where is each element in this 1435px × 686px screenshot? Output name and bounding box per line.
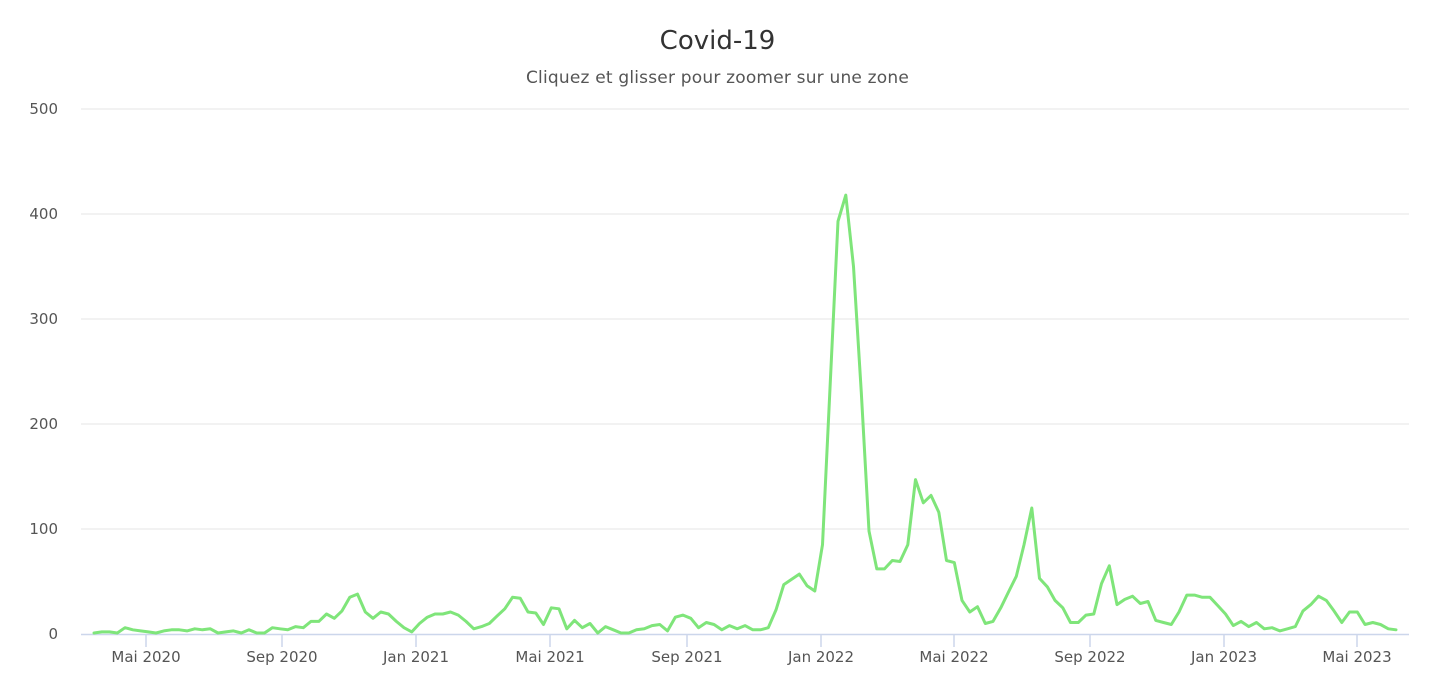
series-line-covid-19[interactable] bbox=[92, 193, 1398, 635]
x-tick-label: Mai 2020 bbox=[111, 648, 180, 666]
x-tick-label: Mai 2021 bbox=[515, 648, 584, 666]
y-tick-label: 100 bbox=[29, 520, 58, 538]
x-tick-label: Mai 2022 bbox=[919, 648, 988, 666]
grid-lines bbox=[81, 108, 1409, 530]
x-tick-label: Jan 2022 bbox=[787, 648, 854, 666]
y-tick-label: 500 bbox=[29, 100, 58, 118]
y-tick-label: 300 bbox=[29, 310, 58, 328]
chart-subtitle: Cliquez et glisser pour zoomer sur une z… bbox=[525, 68, 910, 88]
x-tick-label: Mai 2023 bbox=[1322, 648, 1391, 666]
x-tick-label: Jan 2021 bbox=[382, 648, 449, 666]
x-tick-label: Sep 2022 bbox=[1054, 648, 1125, 666]
chart-title: Covid-19 bbox=[659, 26, 776, 56]
x-axis-labels: Mai 2020 Sep 2020 Jan 2021 Mai 2021 Sep 2021… bbox=[111, 634, 1392, 666]
x-tick-label: Sep 2021 bbox=[651, 648, 722, 666]
y-tick-label: 400 bbox=[29, 205, 58, 223]
y-axis-labels: 0 100 200 300 400 500 bbox=[29, 100, 58, 643]
x-tick-label: Sep 2020 bbox=[246, 648, 317, 666]
x-tick-label: Jan 2023 bbox=[1190, 648, 1257, 666]
y-tick-label: 0 bbox=[48, 625, 58, 643]
y-tick-label: 200 bbox=[29, 415, 58, 433]
